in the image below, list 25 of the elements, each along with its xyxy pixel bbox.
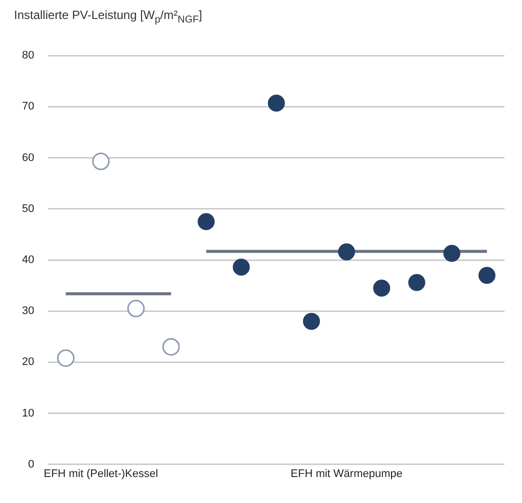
point [443, 245, 460, 262]
point [198, 214, 215, 231]
y-tick-label: 10 [22, 408, 34, 420]
point [57, 350, 75, 368]
y-tick-label: 70 [22, 101, 34, 114]
point [127, 300, 145, 318]
y-tick-label: 40 [22, 254, 34, 266]
point [338, 244, 356, 261]
point [408, 274, 426, 292]
x-tick-label: EFH mit Wärmepumpe [290, 468, 402, 480]
point [232, 259, 250, 276]
point [92, 153, 110, 171]
y-tick-label: 60 [22, 152, 34, 164]
y-tick-label: 30 [22, 306, 34, 318]
point [268, 95, 285, 112]
point [373, 280, 390, 297]
point [162, 338, 180, 356]
point [478, 267, 496, 284]
x-tick-label: EFH mit (Pellet-)Kessel [44, 468, 158, 480]
y-tick-label: 0 [28, 458, 34, 471]
y-tick-label: 80 [22, 50, 34, 62]
y-tick-label: 20 [22, 356, 34, 369]
y-tick-label: 50 [22, 203, 34, 216]
point [302, 313, 320, 330]
y-axis-title: Installierte PV-Leistung [W$_{p}$/m²$_{NGF}$] [14, 8, 204, 26]
